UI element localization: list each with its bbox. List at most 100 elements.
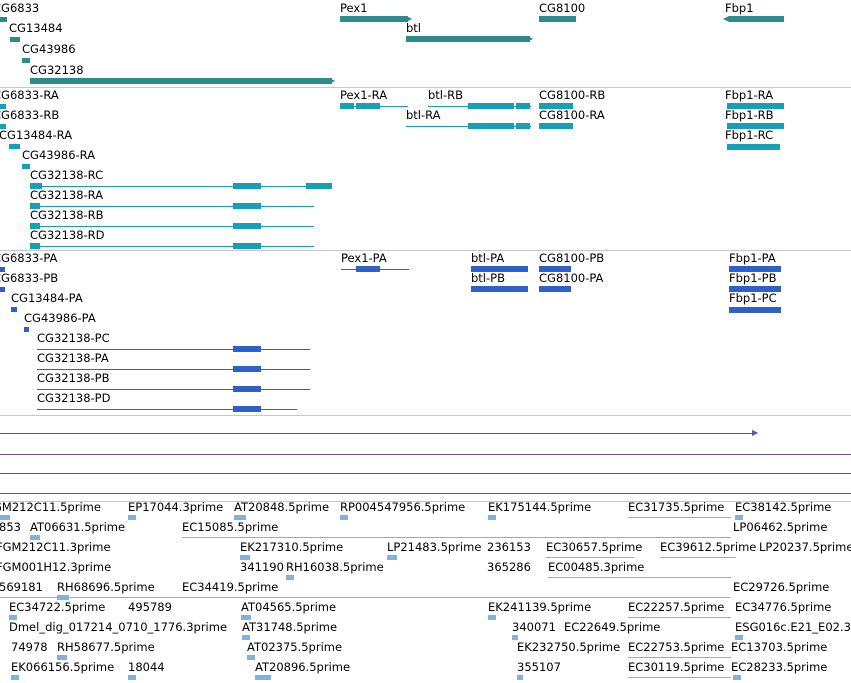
gene-label[interactable]: Pex1 — [340, 1, 368, 15]
est-label[interactable]: EK232750.5prime — [517, 640, 621, 654]
transcript-CG32138-RC[interactable] — [30, 183, 42, 189]
transcript-CG8100-RA[interactable] — [539, 123, 573, 129]
est-feature[interactable] — [0, 515, 10, 520]
est-label[interactable]: EC22753.5prime — [628, 640, 725, 654]
est-label[interactable]: 569181 — [0, 580, 43, 594]
gene-CG13484[interactable] — [10, 37, 20, 42]
est-label[interactable]: 355107 — [517, 660, 561, 674]
protein-Pex1-PA[interactable] — [356, 266, 380, 272]
gene-CG43986[interactable] — [22, 58, 30, 63]
protein-label[interactable]: CG43986-PA — [24, 311, 96, 325]
est-feature[interactable] — [488, 515, 496, 520]
est-label[interactable]: Dmel_dig_017214_0710_1776.3prime — [9, 620, 228, 634]
est-label[interactable]: EC28233.5prime — [731, 660, 828, 674]
est-label[interactable]: RH58677.5prime — [57, 640, 155, 654]
protein-label[interactable]: btl-PB — [471, 271, 505, 285]
gene-Fbp1[interactable] — [729, 16, 784, 22]
protein-label[interactable]: Pex1-PA — [341, 251, 387, 265]
protein-btl-PB[interactable] — [471, 286, 528, 292]
est-label[interactable]: EC34419.5prime — [182, 580, 279, 594]
protein-label[interactable]: btl-PA — [471, 251, 505, 265]
est-feature[interactable] — [247, 655, 255, 660]
protein-label[interactable]: CG32138-PD — [37, 391, 111, 405]
est-feature[interactable] — [735, 635, 743, 640]
est-label[interactable]: EC34776.5prime — [735, 600, 832, 614]
est-label[interactable]: EP17044.3prime — [128, 500, 224, 514]
protein-label[interactable]: CG13484-PA — [11, 291, 83, 305]
alignment-line[interactable] — [0, 473, 851, 474]
gene-label[interactable]: CG32138 — [30, 63, 84, 77]
protein-label[interactable]: CG32138-PB — [37, 371, 110, 385]
est-label[interactable]: AT02375.5prime — [247, 640, 343, 654]
gene-btl[interactable] — [406, 36, 530, 42]
alignment-line[interactable] — [0, 493, 851, 494]
protein-CG32138-PB[interactable] — [233, 386, 261, 392]
protein-label[interactable]: CG32138-PA — [37, 351, 109, 365]
est-label[interactable]: 341190 — [240, 560, 284, 574]
est-feature[interactable] — [182, 537, 731, 538]
transcript-Pex1-RA[interactable] — [340, 103, 354, 109]
est-label[interactable]: EK066156.5prime — [11, 660, 115, 674]
est-feature[interactable] — [733, 675, 741, 680]
est-label[interactable]: 340071 — [512, 620, 556, 634]
protein-CG8100-PA[interactable] — [539, 286, 571, 292]
transcript-CG6833-RA[interactable] — [0, 104, 6, 109]
protein-label[interactable]: Fbp1-PA — [729, 251, 776, 265]
est-feature[interactable] — [546, 557, 634, 558]
est-label[interactable]: RP004547956.5prime — [340, 500, 466, 514]
est-feature[interactable] — [255, 675, 271, 680]
est-feature[interactable] — [240, 555, 250, 560]
gene-label[interactable]: CG43986 — [22, 42, 76, 56]
protein-btl-PA[interactable] — [471, 266, 528, 272]
est-feature[interactable] — [628, 617, 731, 618]
est-label[interactable]: EC39612.5prime — [660, 540, 757, 554]
est-label[interactable]: EC13703.5prime — [731, 640, 828, 654]
transcript-label[interactable]: CG32138-RA — [30, 188, 104, 202]
est-label[interactable]: AT20896.5prime — [255, 660, 351, 674]
est-label[interactable]: ESG016c.E21_E02.3prime — [735, 620, 851, 634]
est-feature[interactable] — [548, 577, 731, 578]
est-label[interactable]: 495789 — [128, 600, 172, 614]
gene-label[interactable]: btl — [406, 21, 422, 35]
gene-label[interactable]: CG8100 — [539, 1, 586, 15]
transcript-label[interactable]: CG13484-RA — [0, 128, 73, 142]
transcript-CG32138-RD[interactable] — [30, 243, 40, 249]
transcript-CG43986-RA[interactable] — [22, 164, 30, 169]
transcript-label[interactable]: CG43986-RA — [22, 148, 96, 162]
est-label[interactable]: AT04565.5prime — [241, 600, 337, 614]
est-label[interactable]: RH68696.5prime — [57, 580, 155, 594]
transcript-CG32138-RB[interactable] — [30, 223, 40, 229]
est-feature[interactable] — [628, 677, 731, 678]
alignment-line[interactable] — [0, 433, 755, 434]
est-label[interactable]: FGM212C11.3prime — [0, 540, 111, 554]
protein-Fbp1-PA[interactable] — [729, 266, 781, 272]
est-label[interactable]: LP06462.5prime — [733, 520, 828, 534]
est-label[interactable]: 853 — [0, 520, 21, 534]
est-label[interactable]: EC22649.5prime — [564, 620, 661, 634]
protein-label[interactable]: CG8100-PA — [539, 271, 604, 285]
transcript-label[interactable]: btl-RB — [428, 88, 464, 102]
est-label[interactable]: EC38142.5prime — [735, 500, 832, 514]
est-label[interactable]: EC31735.5prime — [628, 500, 725, 514]
protein-CG13484-PA[interactable] — [11, 307, 17, 312]
est-label[interactable]: AT31748.5prime — [242, 620, 338, 634]
transcript-CG13484-RA[interactable] — [9, 144, 20, 149]
est-label[interactable]: EC00485.3prime — [548, 560, 645, 574]
est-feature[interactable] — [660, 557, 736, 558]
alignment-line[interactable] — [0, 454, 851, 455]
gene-label[interactable]: CG13484 — [9, 21, 63, 35]
est-label[interactable]: EK241139.5prime — [488, 600, 592, 614]
transcript-Fbp1-RB[interactable] — [727, 123, 784, 129]
est-feature[interactable] — [57, 595, 69, 600]
est-feature[interactable] — [387, 555, 397, 560]
est-label[interactable]: 236153 — [487, 540, 531, 554]
transcript-Fbp1-RC[interactable] — [727, 144, 780, 150]
est-feature[interactable] — [628, 657, 731, 658]
est-feature[interactable] — [128, 515, 136, 520]
transcript-label[interactable]: CG32138-RC — [30, 168, 104, 182]
